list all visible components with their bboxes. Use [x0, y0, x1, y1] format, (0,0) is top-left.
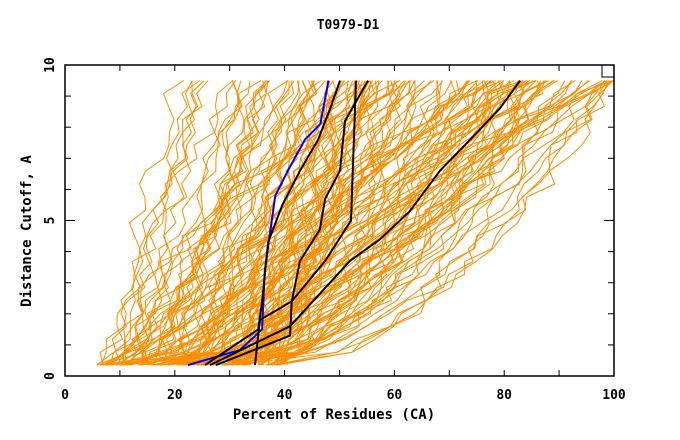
model-curve — [276, 80, 416, 366]
model-curve — [233, 80, 573, 366]
x-axis-ticks: 0 20 40 60 80 100 — [61, 65, 626, 403]
model-curve — [120, 80, 415, 366]
model-curve — [160, 80, 267, 366]
model-curve — [181, 80, 290, 366]
model-curve — [142, 80, 234, 366]
model-curve — [271, 80, 610, 366]
model-curve — [152, 80, 401, 366]
model-curve — [111, 80, 237, 366]
highlight-black-4-line — [209, 80, 521, 366]
model-curve — [275, 80, 354, 366]
model-curve — [223, 80, 609, 366]
model-curve — [185, 80, 370, 366]
y-axis-ticks: 0 5 10 — [43, 57, 614, 380]
model-curve — [203, 80, 554, 366]
model-curve — [175, 80, 502, 366]
model-curve — [140, 80, 443, 366]
model-curve — [160, 80, 364, 366]
corner-box — [601, 64, 615, 78]
model-curve — [172, 80, 239, 366]
model-curve — [99, 80, 209, 366]
x-tick-label: 40 — [277, 388, 293, 403]
model-curve — [247, 80, 522, 366]
model-curve — [183, 80, 453, 366]
background-model-curves — [96, 80, 615, 366]
model-curve — [206, 80, 583, 366]
model-curve — [152, 80, 380, 366]
x-tick-label: 20 — [167, 388, 183, 403]
model-curve — [116, 80, 271, 366]
model-curve — [277, 80, 531, 366]
model-curve — [159, 80, 492, 366]
model-curve — [196, 80, 572, 366]
x-tick-label: 100 — [602, 388, 626, 403]
y-tick-label: 5 — [43, 217, 58, 225]
model-curve — [144, 80, 269, 366]
y-tick-label: 0 — [43, 372, 58, 380]
x-axis-label: Percent of Residues (CA) — [233, 407, 435, 423]
model-curve — [109, 80, 195, 366]
x-tick-label: 60 — [387, 388, 403, 403]
model-curve — [96, 80, 496, 366]
model-curve — [225, 80, 608, 366]
model-curve — [222, 80, 606, 366]
model-curve — [203, 80, 468, 366]
model-curve — [235, 80, 460, 366]
model-curve — [237, 80, 605, 366]
model-curve — [182, 80, 398, 366]
model-curve — [184, 80, 416, 366]
model-curve — [147, 80, 309, 366]
model-curve — [102, 80, 243, 366]
highlight-blue-line — [187, 80, 330, 367]
highlight-black-3-line — [215, 80, 357, 367]
chart-title: T0979-D1 — [317, 18, 380, 33]
model-curve — [261, 80, 500, 366]
model-curve — [100, 80, 185, 366]
y-axis-label: Distance Cutoff, A — [19, 155, 35, 307]
model-curve — [221, 80, 378, 366]
model-curve — [129, 80, 205, 366]
model-curve — [241, 80, 527, 366]
model-curve — [226, 80, 558, 366]
plot-area — [96, 80, 615, 367]
model-curve — [120, 80, 491, 366]
model-curve — [190, 80, 343, 366]
model-curve — [178, 80, 603, 366]
y-tick-label: 10 — [43, 57, 58, 73]
model-curve — [130, 80, 199, 366]
highlighted-curves — [187, 80, 521, 367]
model-curve — [200, 80, 309, 366]
model-curve — [197, 80, 300, 366]
x-tick-label: 0 — [61, 388, 69, 403]
model-curve — [137, 80, 405, 366]
model-curve — [105, 80, 515, 366]
model-curve — [159, 80, 493, 366]
model-curve — [168, 80, 471, 366]
model-curve — [189, 80, 519, 366]
model-curve — [223, 80, 511, 366]
model-curve — [275, 80, 607, 366]
model-curve — [161, 80, 301, 366]
model-curve — [211, 80, 555, 366]
model-curve — [109, 80, 346, 366]
model-curve — [224, 80, 505, 366]
highlight-black-2-line — [254, 80, 369, 366]
model-curve — [182, 80, 544, 366]
x-tick-label: 80 — [496, 388, 512, 403]
model-curve — [126, 80, 525, 366]
model-curve — [102, 80, 350, 366]
model-curve — [141, 80, 242, 366]
